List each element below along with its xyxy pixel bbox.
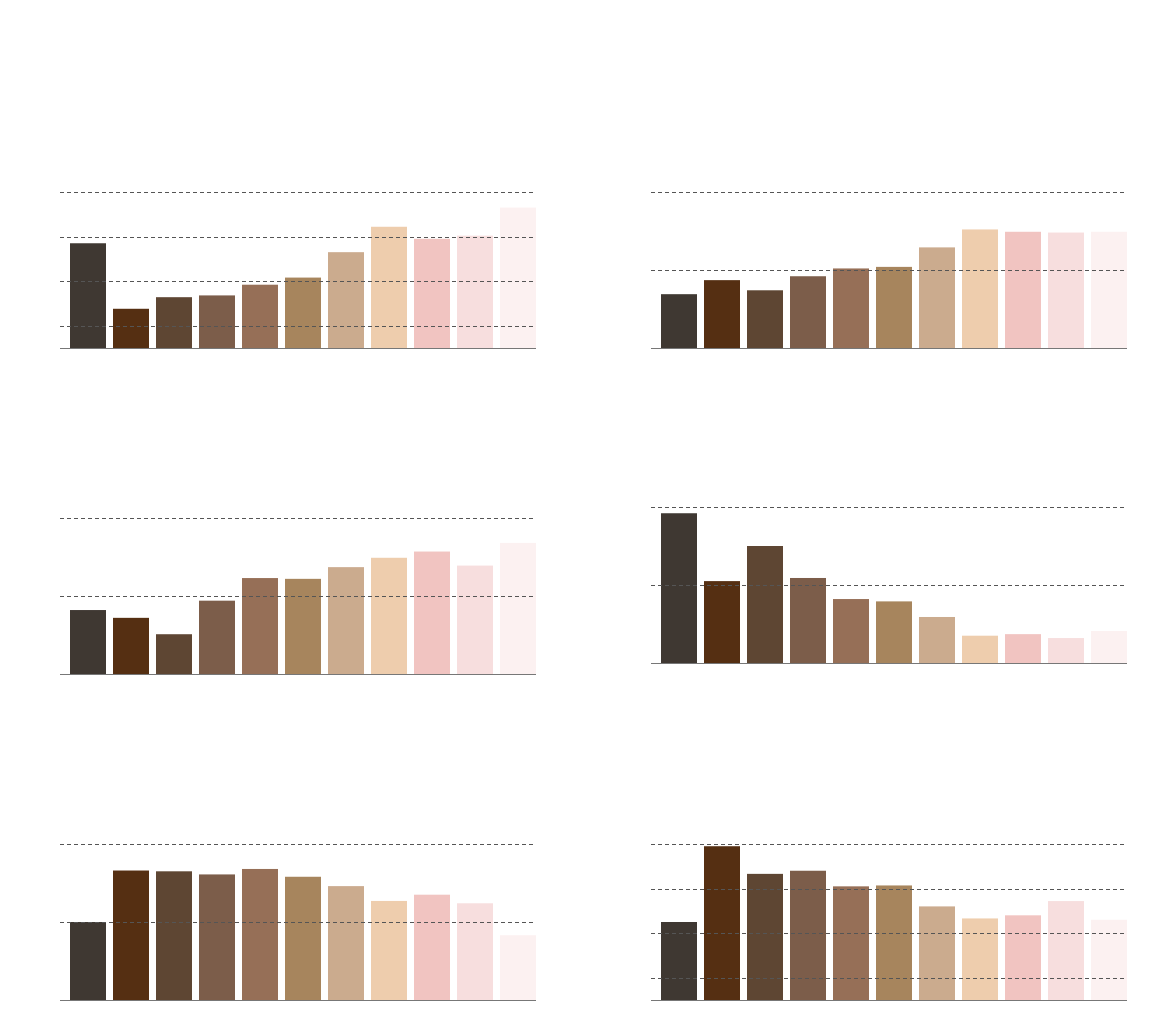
bar [747,290,783,348]
bar [113,870,149,1000]
bar [704,846,740,1000]
bar [414,894,450,1000]
bar [285,578,321,674]
bar [457,235,493,348]
bar [156,297,192,348]
bar [285,876,321,1000]
chart-panel-1 [60,192,536,349]
bar [113,617,149,674]
chart-panel-4 [651,507,1127,664]
bar [500,542,536,674]
bar [919,247,955,348]
bar [414,238,450,348]
bar [199,600,235,674]
bar [876,885,912,1000]
bar [833,599,869,663]
chart-panel-5 [60,844,536,1001]
bar [70,922,106,1000]
bar [661,513,697,663]
bar [457,903,493,1000]
bar [156,871,192,1000]
bar [70,243,106,348]
bar [285,277,321,348]
bar [876,601,912,663]
bar [328,567,364,674]
bar [199,874,235,1000]
bar [113,308,149,348]
bar [790,870,826,1000]
bar [328,886,364,1000]
bar [919,616,955,663]
bar [242,284,278,348]
bar [1048,638,1084,663]
bar [790,577,826,663]
bar [1091,919,1127,1000]
chart-panel-3 [60,518,536,675]
bar [371,900,407,1000]
bar [962,635,998,663]
bar [1091,631,1127,663]
bar [199,295,235,348]
chart-panel-2 [651,192,1127,349]
bar [371,226,407,348]
chart-panel-6 [651,844,1127,1001]
bar [457,565,493,674]
bar [919,906,955,1000]
bar [371,557,407,674]
bar [1048,232,1084,348]
bar [500,935,536,1000]
bar [1048,901,1084,1000]
bar [1005,231,1041,348]
bar [414,551,450,674]
bar [70,610,106,674]
bar [747,546,783,663]
bar [661,294,697,348]
bar [328,252,364,348]
bar [661,922,697,1000]
bar [500,207,536,348]
bar [242,868,278,1000]
bar [1091,231,1127,348]
bar [747,873,783,1000]
bar [704,581,740,663]
bar [876,266,912,348]
bar [1005,634,1041,663]
bar [156,634,192,674]
bar [704,280,740,348]
bar [833,268,869,348]
bar [1005,915,1041,1000]
bar [790,276,826,348]
bar [962,229,998,348]
bar [242,578,278,674]
bar [962,918,998,1000]
bar [833,886,869,1000]
